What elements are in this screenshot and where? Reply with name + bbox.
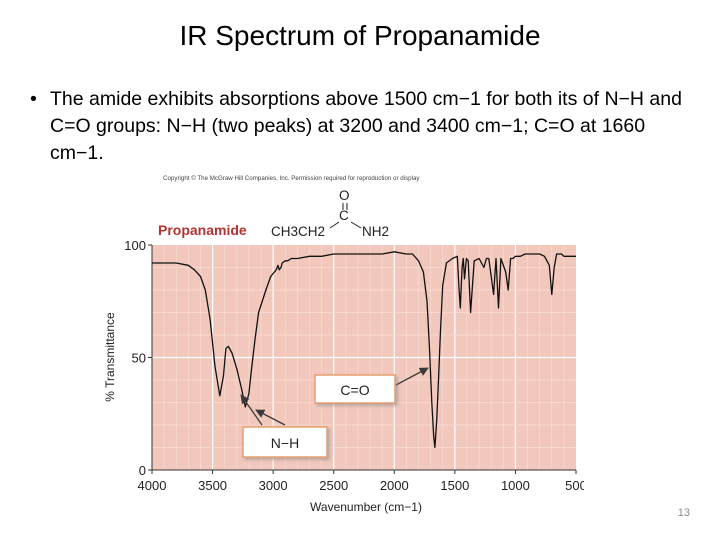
x-tick-label: 1000 bbox=[501, 478, 530, 493]
x-tick-label: 3500 bbox=[198, 478, 227, 493]
x-tick-label: 500 bbox=[565, 478, 584, 493]
y-ticks: 0 50 100 bbox=[124, 238, 152, 478]
annotation-arrow-nh-3400 bbox=[240, 394, 263, 426]
x-tick-label: 1500 bbox=[440, 478, 469, 493]
x-tick-label: 2500 bbox=[319, 478, 348, 493]
ir-spectrum-figure: Copyright © The McGraw Hill Companies, I… bbox=[103, 175, 584, 514]
compound-name: Propanamide bbox=[158, 222, 247, 238]
y-axis-label: % Transmittance bbox=[103, 312, 117, 402]
formula-left: CH3CH2 bbox=[271, 224, 325, 239]
formula-oxygen: O bbox=[339, 188, 350, 203]
bond-right bbox=[350, 221, 362, 229]
slide-title: IR Spectrum of Propanamide bbox=[179, 20, 541, 51]
x-tick-label: 2000 bbox=[380, 478, 409, 493]
copyright-notice: Copyright © The McGraw Hill Companies, I… bbox=[163, 175, 420, 182]
bullet-marker: • bbox=[30, 88, 37, 110]
annotation-label-nh: N−H bbox=[271, 435, 299, 451]
annotation-arrow-co bbox=[395, 367, 429, 386]
x-tick-label: 3000 bbox=[259, 478, 288, 493]
y-tick-label: 50 bbox=[132, 351, 146, 366]
slide-number: 13 bbox=[677, 507, 690, 519]
y-tick-label: 100 bbox=[124, 238, 146, 253]
bond-left bbox=[329, 221, 340, 229]
bullet-point: • The amide exhibits absorptions above 1… bbox=[30, 86, 690, 167]
annotation-box-co bbox=[314, 374, 396, 404]
x-tick-label: 4000 bbox=[138, 478, 167, 493]
annotation-arrow-nh-3200 bbox=[255, 409, 286, 426]
y-tick-label: 0 bbox=[139, 463, 146, 478]
annotation-box-nh bbox=[242, 426, 328, 458]
formula-right: NH2 bbox=[362, 224, 389, 239]
x-ticks: 4000 3500 3000 2500 2000 1500 1000 500 bbox=[138, 470, 584, 493]
annotation-label-co: C=O bbox=[340, 382, 369, 398]
bullet-text: The amide exhibits absorptions above 150… bbox=[50, 88, 682, 164]
x-axis-label: Wavenumber (cm−1) bbox=[310, 500, 422, 514]
formula-carbon: C bbox=[339, 208, 349, 223]
